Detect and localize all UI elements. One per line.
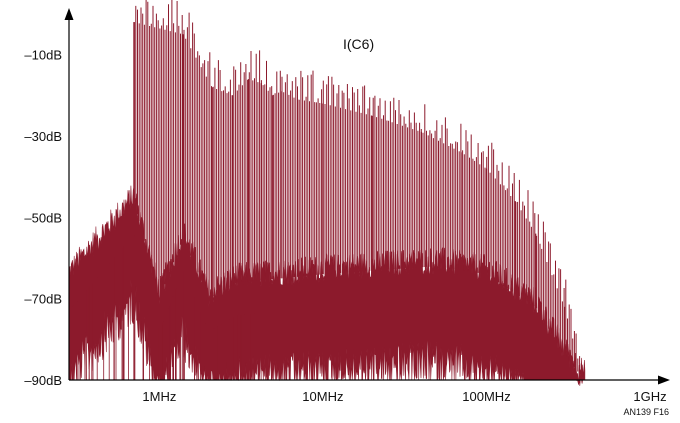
figure-credit: AN139 F16 bbox=[623, 407, 669, 417]
x-tick-label: 10MHz bbox=[302, 389, 343, 404]
y-tick-label: –70dB bbox=[24, 292, 62, 307]
x-axis-arrow bbox=[658, 375, 670, 385]
trace-label: I(C6) bbox=[343, 36, 374, 52]
spectrum-trace bbox=[68, 0, 586, 386]
axes bbox=[64, 8, 670, 385]
x-tick-label: 1GHz bbox=[633, 389, 666, 404]
y-tick-label: –50dB bbox=[24, 210, 62, 225]
y-tick-label: –30dB bbox=[24, 129, 62, 144]
y-tick-label: –10dB bbox=[24, 48, 62, 63]
x-tick-label: 100MHz bbox=[462, 389, 510, 404]
y-tick-label: –90dB bbox=[24, 373, 62, 388]
y-tick-labels: –10dB –30dB –50dB –70dB –90dB bbox=[24, 48, 62, 388]
x-tick-label: 1MHz bbox=[142, 389, 176, 404]
x-tick-labels: 1MHz 10MHz 100MHz 1GHz bbox=[142, 389, 666, 404]
y-axis-arrow bbox=[64, 8, 74, 20]
